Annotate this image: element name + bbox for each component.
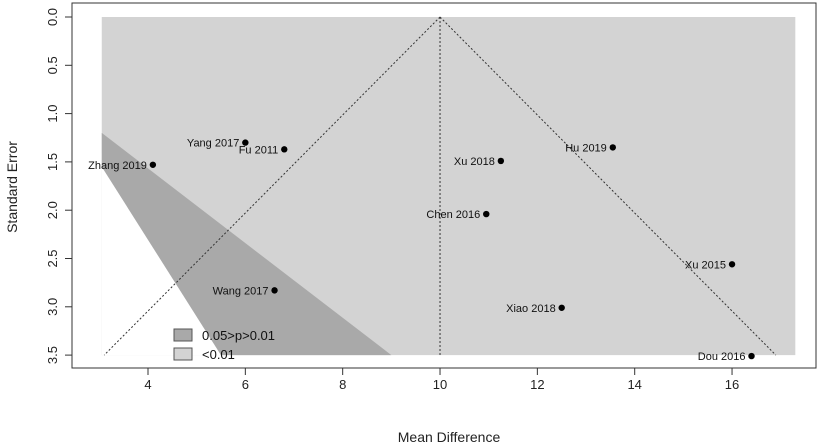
point-label: Fu 2011: [239, 144, 279, 156]
legend-swatch-moderate: [173, 328, 193, 342]
point-label: Xu 2018: [454, 156, 495, 168]
data-point: [558, 304, 565, 311]
point-label: Xu 2015: [685, 259, 726, 271]
y-tick-label: 0.0: [45, 8, 60, 26]
point-label: Zhang 2019: [88, 160, 147, 172]
legend: 0.05>p>0.01 <0.01: [173, 328, 275, 362]
x-tick-label: 8: [339, 377, 346, 392]
plot-area: [101, 16, 796, 356]
data-point: [149, 161, 157, 168]
y-tick-label: 0.5: [45, 56, 60, 74]
data-point: [748, 352, 755, 360]
y-tick-label: 3.0: [45, 298, 60, 316]
point-label: Dou 2016: [698, 351, 746, 363]
y-tick-label: 1.5: [45, 153, 60, 171]
legend-label-moderate: 0.05>p>0.01: [202, 328, 275, 343]
y-axis-title: Standard Error: [4, 141, 20, 233]
data-point: [728, 261, 736, 268]
significance-band-dark: [101, 132, 392, 356]
data-point: [271, 287, 278, 294]
data-point: [242, 139, 249, 146]
point-label: Xiao 2018: [506, 303, 556, 315]
data-point: [483, 210, 490, 218]
funnel-line-right: [439, 16, 777, 356]
y-tick-label: 2.5: [45, 249, 60, 267]
x-tick-label: 6: [242, 377, 249, 392]
y-tick-label: 3.5: [45, 346, 60, 364]
x-tick-label: 12: [530, 377, 544, 392]
data-point: [281, 146, 288, 153]
y-tick-label: 1.0: [45, 105, 60, 123]
point-label: Yang 2017: [187, 138, 239, 150]
point-label: Wang 2017: [213, 285, 269, 297]
x-tick-label: 14: [627, 377, 641, 392]
data-point: [497, 157, 505, 165]
point-label: Chen 2016: [426, 209, 480, 221]
x-tick-label: 10: [433, 377, 447, 392]
axes: 4 6 8 10 12 14 16 0.0 0.5 1.0 1.5 2.0 2.5 3.0 3.5: [45, 2, 817, 392]
legend-label-strong: <0.01: [202, 347, 235, 362]
x-axis-title: Mean Difference: [398, 429, 501, 445]
funnel-line-left: [103, 16, 441, 356]
data-point: [609, 144, 616, 151]
x-tick-label: 16: [725, 377, 739, 392]
x-tick-label: 4: [144, 377, 151, 392]
point-label: Hu 2019: [565, 142, 607, 154]
plot-frame: [71, 2, 817, 369]
y-tick-label: 2.0: [45, 201, 60, 219]
legend-swatch-strong: [173, 347, 193, 361]
